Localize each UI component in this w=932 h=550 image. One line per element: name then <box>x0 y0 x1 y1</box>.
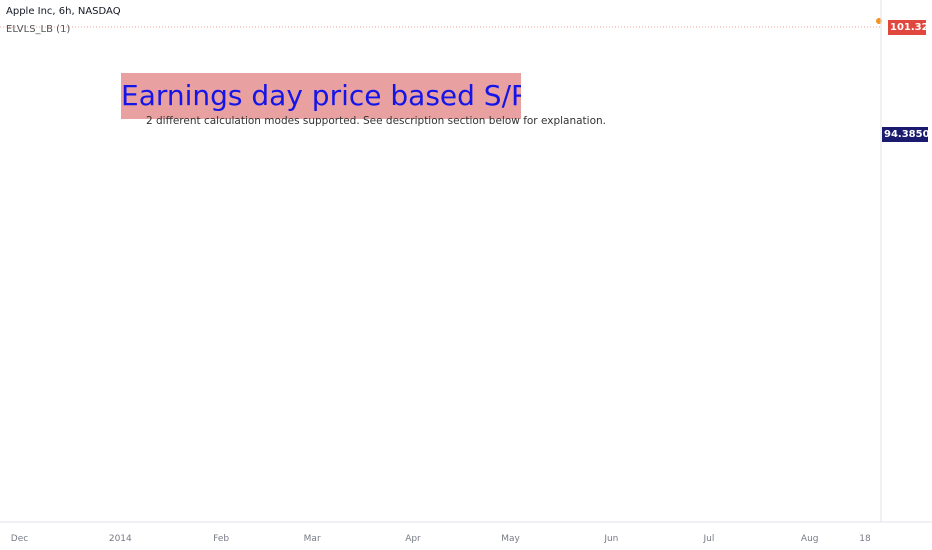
x-tick-label: Mar <box>304 534 321 544</box>
annotation-subtitle: 2 different calculation modes supported.… <box>146 115 607 127</box>
indicator-legend[interactable]: ELVLS_LB (1) <box>6 24 71 35</box>
level-price-tag: 94.3850 <box>882 127 930 142</box>
last-price-tag: 101.32 <box>888 20 929 35</box>
x-tick-label: Jul <box>702 534 714 544</box>
symbol-legend[interactable]: Apple Inc, 6h, NASDAQ <box>6 6 121 17</box>
annotation-title: Earnings day price based S/R levels <box>121 73 521 119</box>
x-tick-label: Dec <box>11 534 28 544</box>
x-tick-label: 2014 <box>109 534 132 544</box>
x-tick-label: Jun <box>603 534 618 544</box>
time-axis[interactable]: Dec 2014 Feb Mar Apr May Jun Jul Aug 18 <box>0 521 932 544</box>
x-tick-label: Feb <box>213 534 229 544</box>
x-tick-label: 18 <box>859 534 871 544</box>
x-tick-label: Apr <box>405 534 421 544</box>
x-tick-label: May <box>501 534 520 544</box>
price-axis[interactable]: 70.0072.0074.0076.0078.0080.0082.0084.00… <box>880 0 932 522</box>
x-tick-label: Aug <box>801 534 819 544</box>
